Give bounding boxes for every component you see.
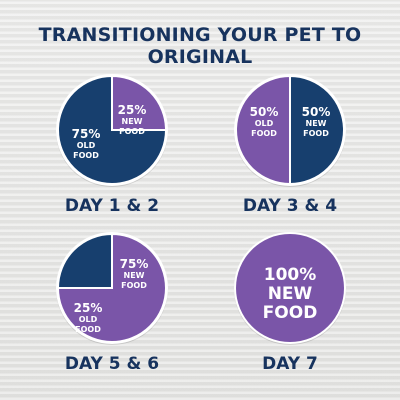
chart-panel-4: 100% NEW FOOD DAY 7 [220, 232, 360, 382]
slice-food-label: FOOD [75, 325, 101, 334]
day-label: DAY 7 [262, 354, 318, 374]
pie-slice-old [56, 232, 113, 289]
slice-food-label: NEW [306, 119, 327, 128]
page-title: TRANSITIONING YOUR PET TO ORIGINAL [38, 24, 362, 68]
slice-food-label: NEW [268, 284, 313, 304]
pie-slice-old [57, 74, 168, 185]
slice-percent-label: 50% [250, 105, 279, 119]
slice-percent-label: 75% [72, 127, 101, 141]
pie-slice-old [289, 74, 345, 186]
day-label: DAY 1 & 2 [64, 196, 160, 216]
slice-food-label: NEW [124, 271, 145, 280]
slice-food-label: OLD [77, 141, 96, 150]
chart-panel-1: 25% NEW FOOD 75% OLD FOOD DAY 1 & 2 [42, 74, 182, 224]
slice-food-label: FOOD [263, 303, 318, 323]
slice-food-label: FOOD [251, 129, 277, 138]
chart-panel-3: 75% NEW FOOD 25% OLD FOOD DAY 5 & 6 [42, 232, 182, 382]
slice-food-label: OLD [79, 315, 98, 324]
slice-percent-label: 75% [120, 257, 149, 271]
chart-panel-2: 50% OLD FOOD 50% NEW FOOD DAY 3 & 4 [220, 74, 360, 224]
slice-food-label: FOOD [121, 281, 147, 290]
day-label: DAY 5 & 6 [64, 354, 160, 374]
pie-slice-new [235, 74, 291, 186]
slice-food-label: OLD [255, 119, 274, 128]
pie-slice-new [111, 74, 168, 131]
day-label: DAY 3 & 4 [242, 196, 338, 216]
slice-percent-label: 25% [118, 103, 147, 117]
slice-percent-label: 50% [302, 105, 331, 119]
slice-food-label: FOOD [73, 151, 99, 160]
pie-slice-new [236, 234, 344, 342]
slice-percent-label: 25% [74, 301, 103, 315]
slice-food-label: FOOD [119, 127, 145, 136]
slice-percent-label: 100% [264, 265, 317, 285]
slice-food-label: FOOD [303, 129, 329, 138]
slice-food-label: NEW [122, 117, 143, 126]
